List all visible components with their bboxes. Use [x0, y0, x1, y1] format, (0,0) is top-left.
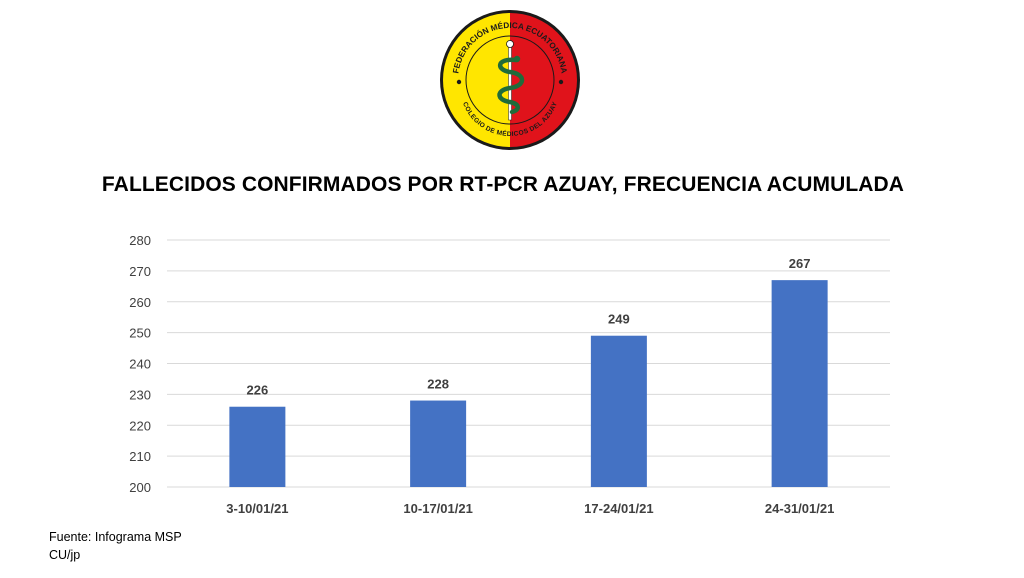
- logo-dot-left: [456, 79, 462, 85]
- y-tick-label: 240: [129, 357, 151, 372]
- chart-title: FALLECIDOS CONFIRMADOS POR RT-PCR AZUAY,…: [101, 173, 905, 196]
- source-note: Fuente: Infograma MSP CU/jp: [49, 528, 182, 564]
- caduceus-icon: [497, 40, 525, 121]
- medical-federation-logo: FEDERACIÓN MÉDICA ECUATORIANA COLEGIO DE…: [440, 10, 580, 150]
- x-tick-label: 24-31/01/21: [765, 501, 834, 516]
- data-label: 249: [608, 312, 630, 327]
- bar-chart: 200 210 220 230 240 250 260 270 280 226 3-10/01/21…: [129, 233, 890, 516]
- logo-dot-right: [558, 79, 564, 85]
- chart-panel: 200 210 220 230 240 250 260 270 280 226 3-10/01/21…: [112, 218, 902, 526]
- y-tick-label: 280: [129, 233, 151, 248]
- x-tick-label: 17-24/01/21: [584, 501, 653, 516]
- x-tick-label: 3-10/01/21: [226, 501, 288, 516]
- data-label: 226: [247, 383, 269, 398]
- bar: [771, 280, 828, 487]
- y-tick-label: 260: [129, 295, 151, 310]
- y-tick-label: 210: [129, 449, 151, 464]
- x-tick-label: 10-17/01/21: [403, 501, 472, 516]
- credit-text: CU/jp: [49, 548, 81, 562]
- source-text: Fuente: Infograma MSP: [49, 530, 182, 544]
- y-tick-label: 200: [129, 480, 151, 495]
- bar: [590, 335, 647, 487]
- data-label: 228: [427, 377, 449, 392]
- bar: [229, 406, 286, 487]
- y-tick-label: 270: [129, 264, 151, 279]
- y-tick-label: 220: [129, 418, 151, 433]
- data-label: 267: [789, 256, 811, 271]
- bar: [410, 400, 467, 487]
- y-tick-label: 230: [129, 387, 151, 402]
- y-tick-label: 250: [129, 326, 151, 341]
